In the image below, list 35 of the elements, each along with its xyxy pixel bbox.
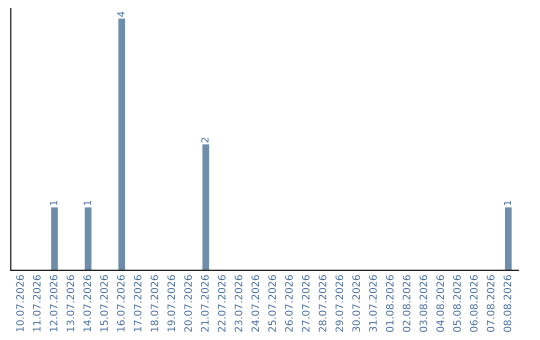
x-tick-label: 01.08.2026	[386, 275, 394, 332]
x-tick-label: 13.07.2026	[66, 275, 74, 332]
data-label: 1	[84, 200, 91, 206]
x-tick-label: 16.07.2026	[117, 275, 125, 332]
x-tick-label: 30.07.2026	[352, 275, 360, 332]
x-tick-label: 19.07.2026	[167, 275, 176, 332]
x-tick-label: 24.07.2026	[251, 275, 260, 332]
x-tick-label: 02.08.2026	[402, 275, 410, 332]
data-label: 4	[117, 12, 124, 17]
x-tick-label: 18.07.2026	[150, 275, 158, 332]
x-tick-label: 10.07.2026	[16, 275, 24, 332]
data-label: 1	[504, 200, 511, 206]
x-tick-label: 23.07.2026	[234, 275, 242, 332]
x-tick-label: 15.07.2026	[100, 275, 108, 332]
x-tick-label: 14.07.2026	[83, 275, 92, 332]
x-tick-label: 12.07.2026	[50, 275, 58, 332]
x-tick-label: 25.07.2026	[268, 275, 276, 332]
x-tick-label: 26.07.2026	[285, 275, 293, 332]
x-tick-label: 05.08.2026	[453, 275, 461, 332]
x-tick-label: 28.07.2026	[318, 275, 326, 332]
data-label: 1	[50, 200, 58, 206]
x-tick-label: 22.07.2026	[218, 275, 226, 332]
x-tick-label: 29.07.2026	[336, 275, 344, 332]
data-label: 2	[201, 138, 208, 142]
x-tick-label: 04.08.2026	[436, 275, 444, 332]
x-tick-label: 20.07.2026	[184, 275, 192, 332]
x-tick-label: 17.07.2026	[134, 275, 142, 332]
x-tick-label: 27.07.2026	[302, 275, 310, 332]
x-tick-label: 11.07.2026	[32, 275, 41, 332]
x-tick-label: 21.07.2026	[201, 275, 209, 332]
x-tick-label: 07.08.2026	[486, 275, 494, 332]
x-tick-label: 08.08.2026	[504, 275, 512, 332]
x-tick-label: 06.08.2026	[470, 275, 478, 332]
x-tick-label: 31.07.2026	[369, 275, 377, 332]
x-tick-label: 03.08.2026	[420, 275, 428, 332]
